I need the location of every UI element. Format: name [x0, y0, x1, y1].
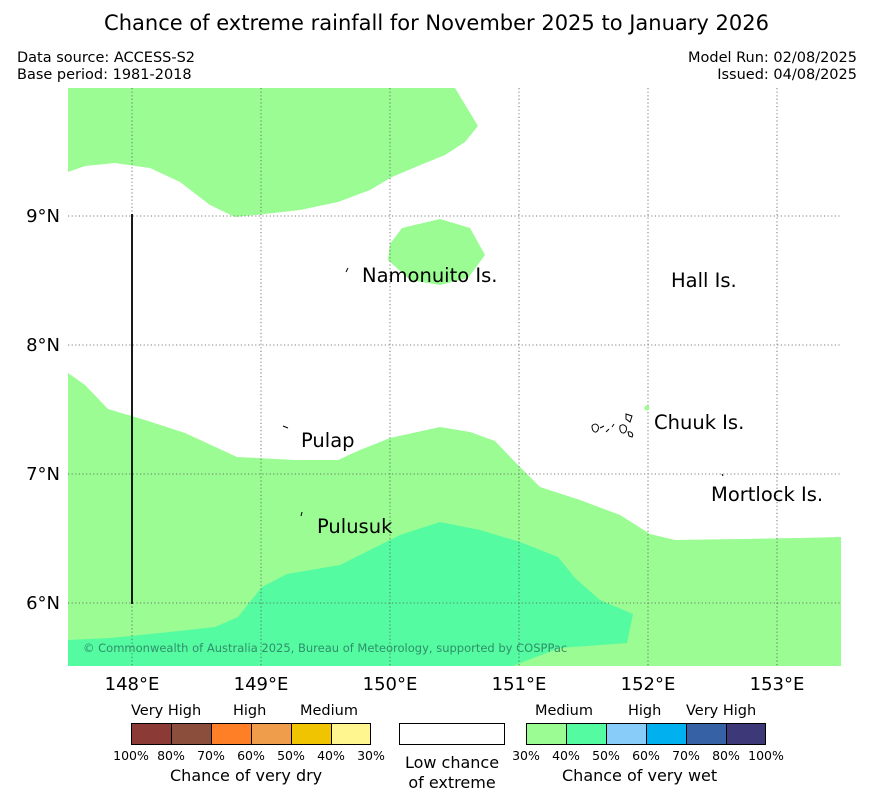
legend-wet-swatch — [726, 723, 766, 745]
latitude-tick-label: 9°N — [26, 206, 60, 227]
longitude-tick-label: 153°E — [750, 674, 805, 695]
legend-wet-swatch — [566, 723, 606, 745]
legend-wet-tick-label: 30% — [512, 748, 540, 763]
page-title: Chance of extreme rainfall for November … — [104, 11, 769, 35]
data-source-text: Data source: ACCESS-S2 — [17, 50, 196, 66]
island-label-mortlock: Mortlock Is. — [711, 483, 823, 506]
legend-dry-tick-label: 100% — [113, 748, 149, 763]
legend-wet-very-high: Very High — [686, 703, 757, 719]
legend-dry-tick-label: 80% — [157, 748, 185, 763]
legend-neutral-caption-line2: of extreme — [408, 773, 496, 792]
legend-neutral-caption-line1: Low chance — [404, 753, 500, 772]
legend-wet-swatch — [686, 723, 726, 745]
legend-wet-tick-label: 50% — [592, 748, 620, 763]
legend-wet-swatch — [526, 723, 566, 745]
legend-dry-swatch — [291, 723, 331, 745]
island-label-chuuk: Chuuk Is. — [654, 411, 744, 434]
issued-text: Issued: 04/08/2025 — [717, 67, 857, 83]
longitude-tick-label: 151°E — [492, 674, 547, 695]
latitude-tick-label: 6°N — [26, 593, 60, 614]
longitude-tick-label: 152°E — [621, 674, 676, 695]
legend-dry-swatch — [251, 723, 291, 745]
meta-right: Model Run: 02/08/2025 Issued: 04/08/2025 — [688, 50, 857, 84]
legend-dry-medium: Medium — [300, 703, 358, 719]
island-label-pulusuk: Pulusuk — [317, 515, 393, 538]
legend-dry-swatch — [211, 723, 251, 745]
legend-dry-tick-label: 50% — [277, 748, 305, 763]
legend-dry-tick-label: 60% — [237, 748, 265, 763]
legend-wet-swatch — [606, 723, 646, 745]
longitude-tick-label: 148°E — [105, 674, 160, 695]
legend-dry-very-high: Very High — [131, 703, 202, 719]
island-label-namonuito: Namonuito Is. — [362, 264, 497, 287]
legend-wet-caption: Chance of very wet — [562, 766, 718, 785]
legend-dry-tick-label: 40% — [317, 748, 345, 763]
latitude-labels: 9°N 8°N 7°N 6°N — [26, 206, 60, 614]
legend-wet-tick-label: 80% — [712, 748, 740, 763]
legend-dry-tick-label: 70% — [197, 748, 225, 763]
latitude-tick-label: 7°N — [26, 464, 60, 485]
map-fill-layer — [68, 88, 841, 666]
longitude-tick-label: 150°E — [363, 674, 418, 695]
meta-left: Data source: ACCESS-S2 Base period: 1981… — [17, 50, 195, 84]
legend-dry-caption: Chance of very dry — [170, 766, 323, 785]
legend-wet-tick-label: 100% — [748, 748, 784, 763]
legend-wet-tick-label: 70% — [672, 748, 700, 763]
region-medium-wet-north — [68, 88, 478, 217]
legend-wet-swatch — [646, 723, 686, 745]
legend-dry-swatch — [131, 723, 171, 745]
legend-wet-high: High — [628, 703, 662, 719]
island-shapes — [282, 267, 724, 517]
island-labels: Namonuito Is. Hall Is. Pulap Chuuk Is. M… — [301, 264, 823, 538]
island-label-pulap: Pulap — [301, 429, 355, 452]
legend-dry-high: High — [233, 703, 267, 719]
legend-wet-tick-label: 40% — [552, 748, 580, 763]
legend-dry-swatch — [331, 723, 371, 745]
island-label-hall: Hall Is. — [671, 269, 737, 292]
longitude-labels: 148°E 149°E 150°E 151°E 152°E 153°E — [105, 674, 805, 695]
copyright-text: © Commonwealth of Australia 2025, Bureau… — [83, 641, 567, 655]
latitude-tick-label: 8°N — [26, 335, 60, 356]
longitude-tick-label: 149°E — [234, 674, 289, 695]
legend-wet-medium: Medium — [535, 703, 593, 719]
region-medium-wet-40 — [68, 522, 633, 666]
legend-neutral-swatch — [399, 723, 505, 745]
legend-dry-swatch — [171, 723, 211, 745]
model-run-text: Model Run: 02/08/2025 — [687, 50, 857, 66]
base-period-text: Base period: 1981-2018 — [17, 67, 192, 83]
legend-dry-tick-label: 30% — [357, 748, 385, 763]
region-medium-wet-blob — [388, 219, 485, 285]
legend-wet-tick-label: 60% — [632, 748, 660, 763]
